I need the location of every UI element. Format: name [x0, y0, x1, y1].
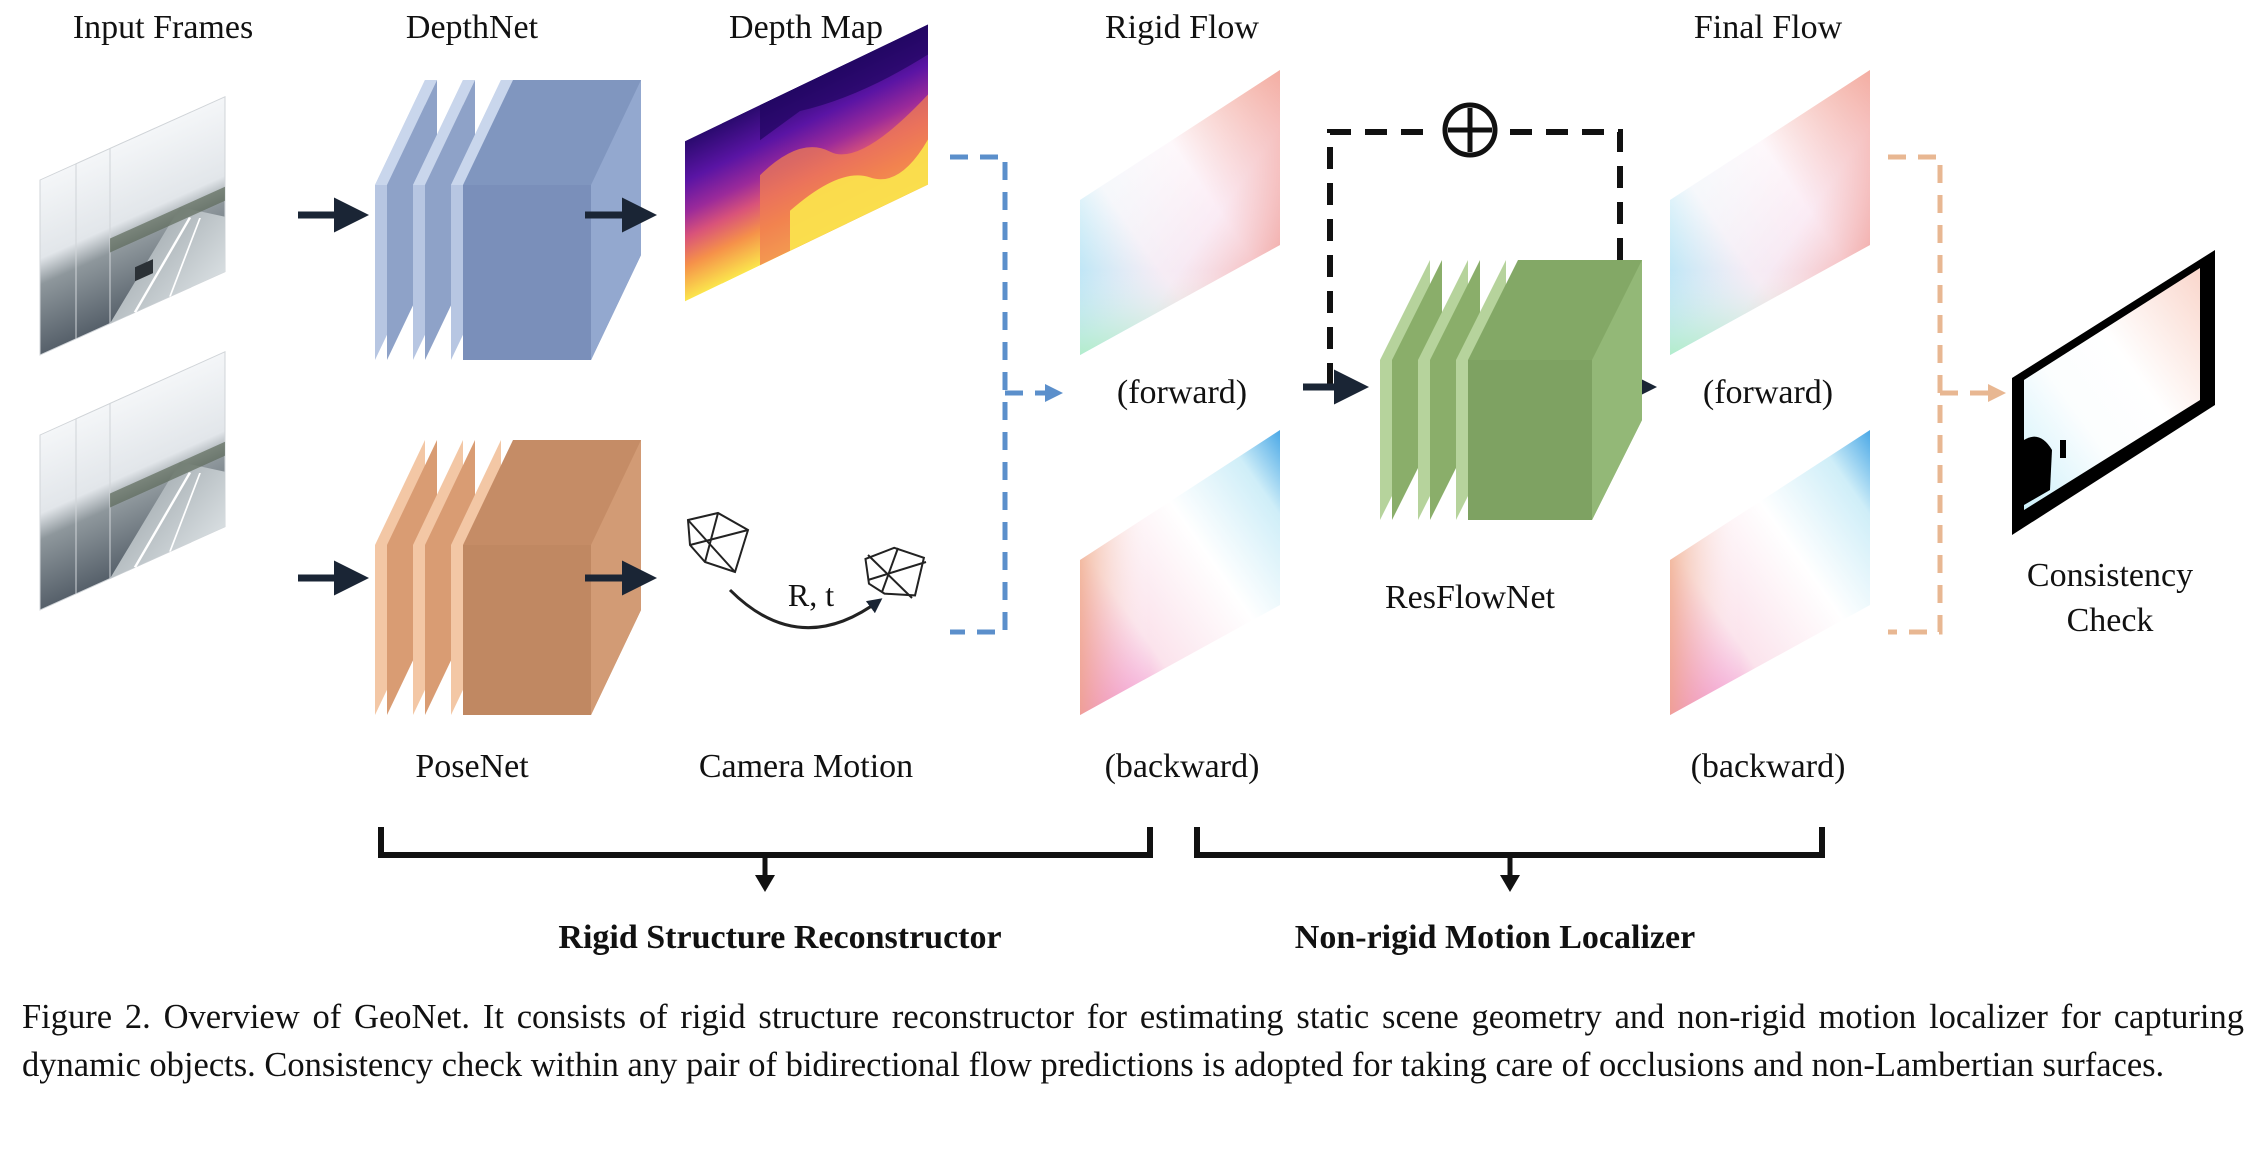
depthnet-label: DepthNet — [405, 9, 539, 46]
consistency-label: Consistency — [2026, 557, 2194, 594]
orange-arrowhead — [1988, 384, 2006, 402]
consistency-mask — [2012, 250, 2215, 535]
resflownet-block — [1380, 260, 1642, 520]
camera-motion-arrow — [728, 588, 883, 630]
diagram-canvas — [39, 24, 2215, 892]
posenet-block — [375, 440, 641, 715]
rigid-structure-bracket — [378, 827, 1153, 892]
final-flow-backward-label: (backward) — [1690, 748, 1846, 785]
rigid-flow-forward — [1080, 70, 1280, 355]
caption-figure-label: Figure 2. Overview of GeoNet. — [22, 998, 470, 1036]
circled-plus-icon — [1442, 102, 1498, 158]
blue-dashed-bracket — [950, 154, 1048, 635]
figure-caption: Figure 2. Overview of GeoNet. It consist… — [22, 993, 2244, 1089]
posenet-label: PoseNet — [415, 748, 529, 785]
rigid-flow-forward-label: (forward) — [1116, 374, 1248, 411]
final-flow-label: Final Flow — [1693, 9, 1843, 46]
geonet-overview-figure: Input Frames DepthNet Depth Map Rigid Fl… — [39, 9, 2215, 956]
nonrigid-motion-label: Non-rigid Motion Localizer — [1294, 919, 1696, 956]
caption-text: It consists of rigid structure reconstru… — [22, 998, 2245, 1084]
camera-motion-label: Camera Motion — [698, 748, 914, 785]
input-frames-bottom — [39, 351, 226, 611]
rt-label: R, t — [787, 577, 835, 613]
blue-arrowhead — [1045, 384, 1063, 402]
depth-map-label: Depth Map — [729, 9, 883, 46]
rigid-flow-backward — [1080, 430, 1280, 715]
depthnet-block — [375, 80, 641, 360]
nonrigid-motion-bracket — [1194, 827, 1825, 892]
final-flow-forward-label: (forward) — [1702, 374, 1834, 411]
depth-map-stack — [685, 24, 928, 302]
final-flow-forward — [1670, 70, 1870, 355]
check-label: Check — [2066, 602, 2154, 639]
resflownet-label: ResFlowNet — [1385, 579, 1555, 616]
orange-dashed-bracket — [1888, 154, 1990, 635]
rigid-structure-label: Rigid Structure Reconstructor — [558, 919, 1002, 956]
camera-frustum-icon — [686, 511, 927, 599]
rigid-flow-backward-label: (backward) — [1104, 748, 1260, 785]
input-frames-top — [39, 96, 226, 356]
input-frames-label: Input Frames — [72, 9, 254, 46]
rigid-flow-label: Rigid Flow — [1105, 9, 1259, 46]
final-flow-backward — [1670, 430, 1870, 715]
